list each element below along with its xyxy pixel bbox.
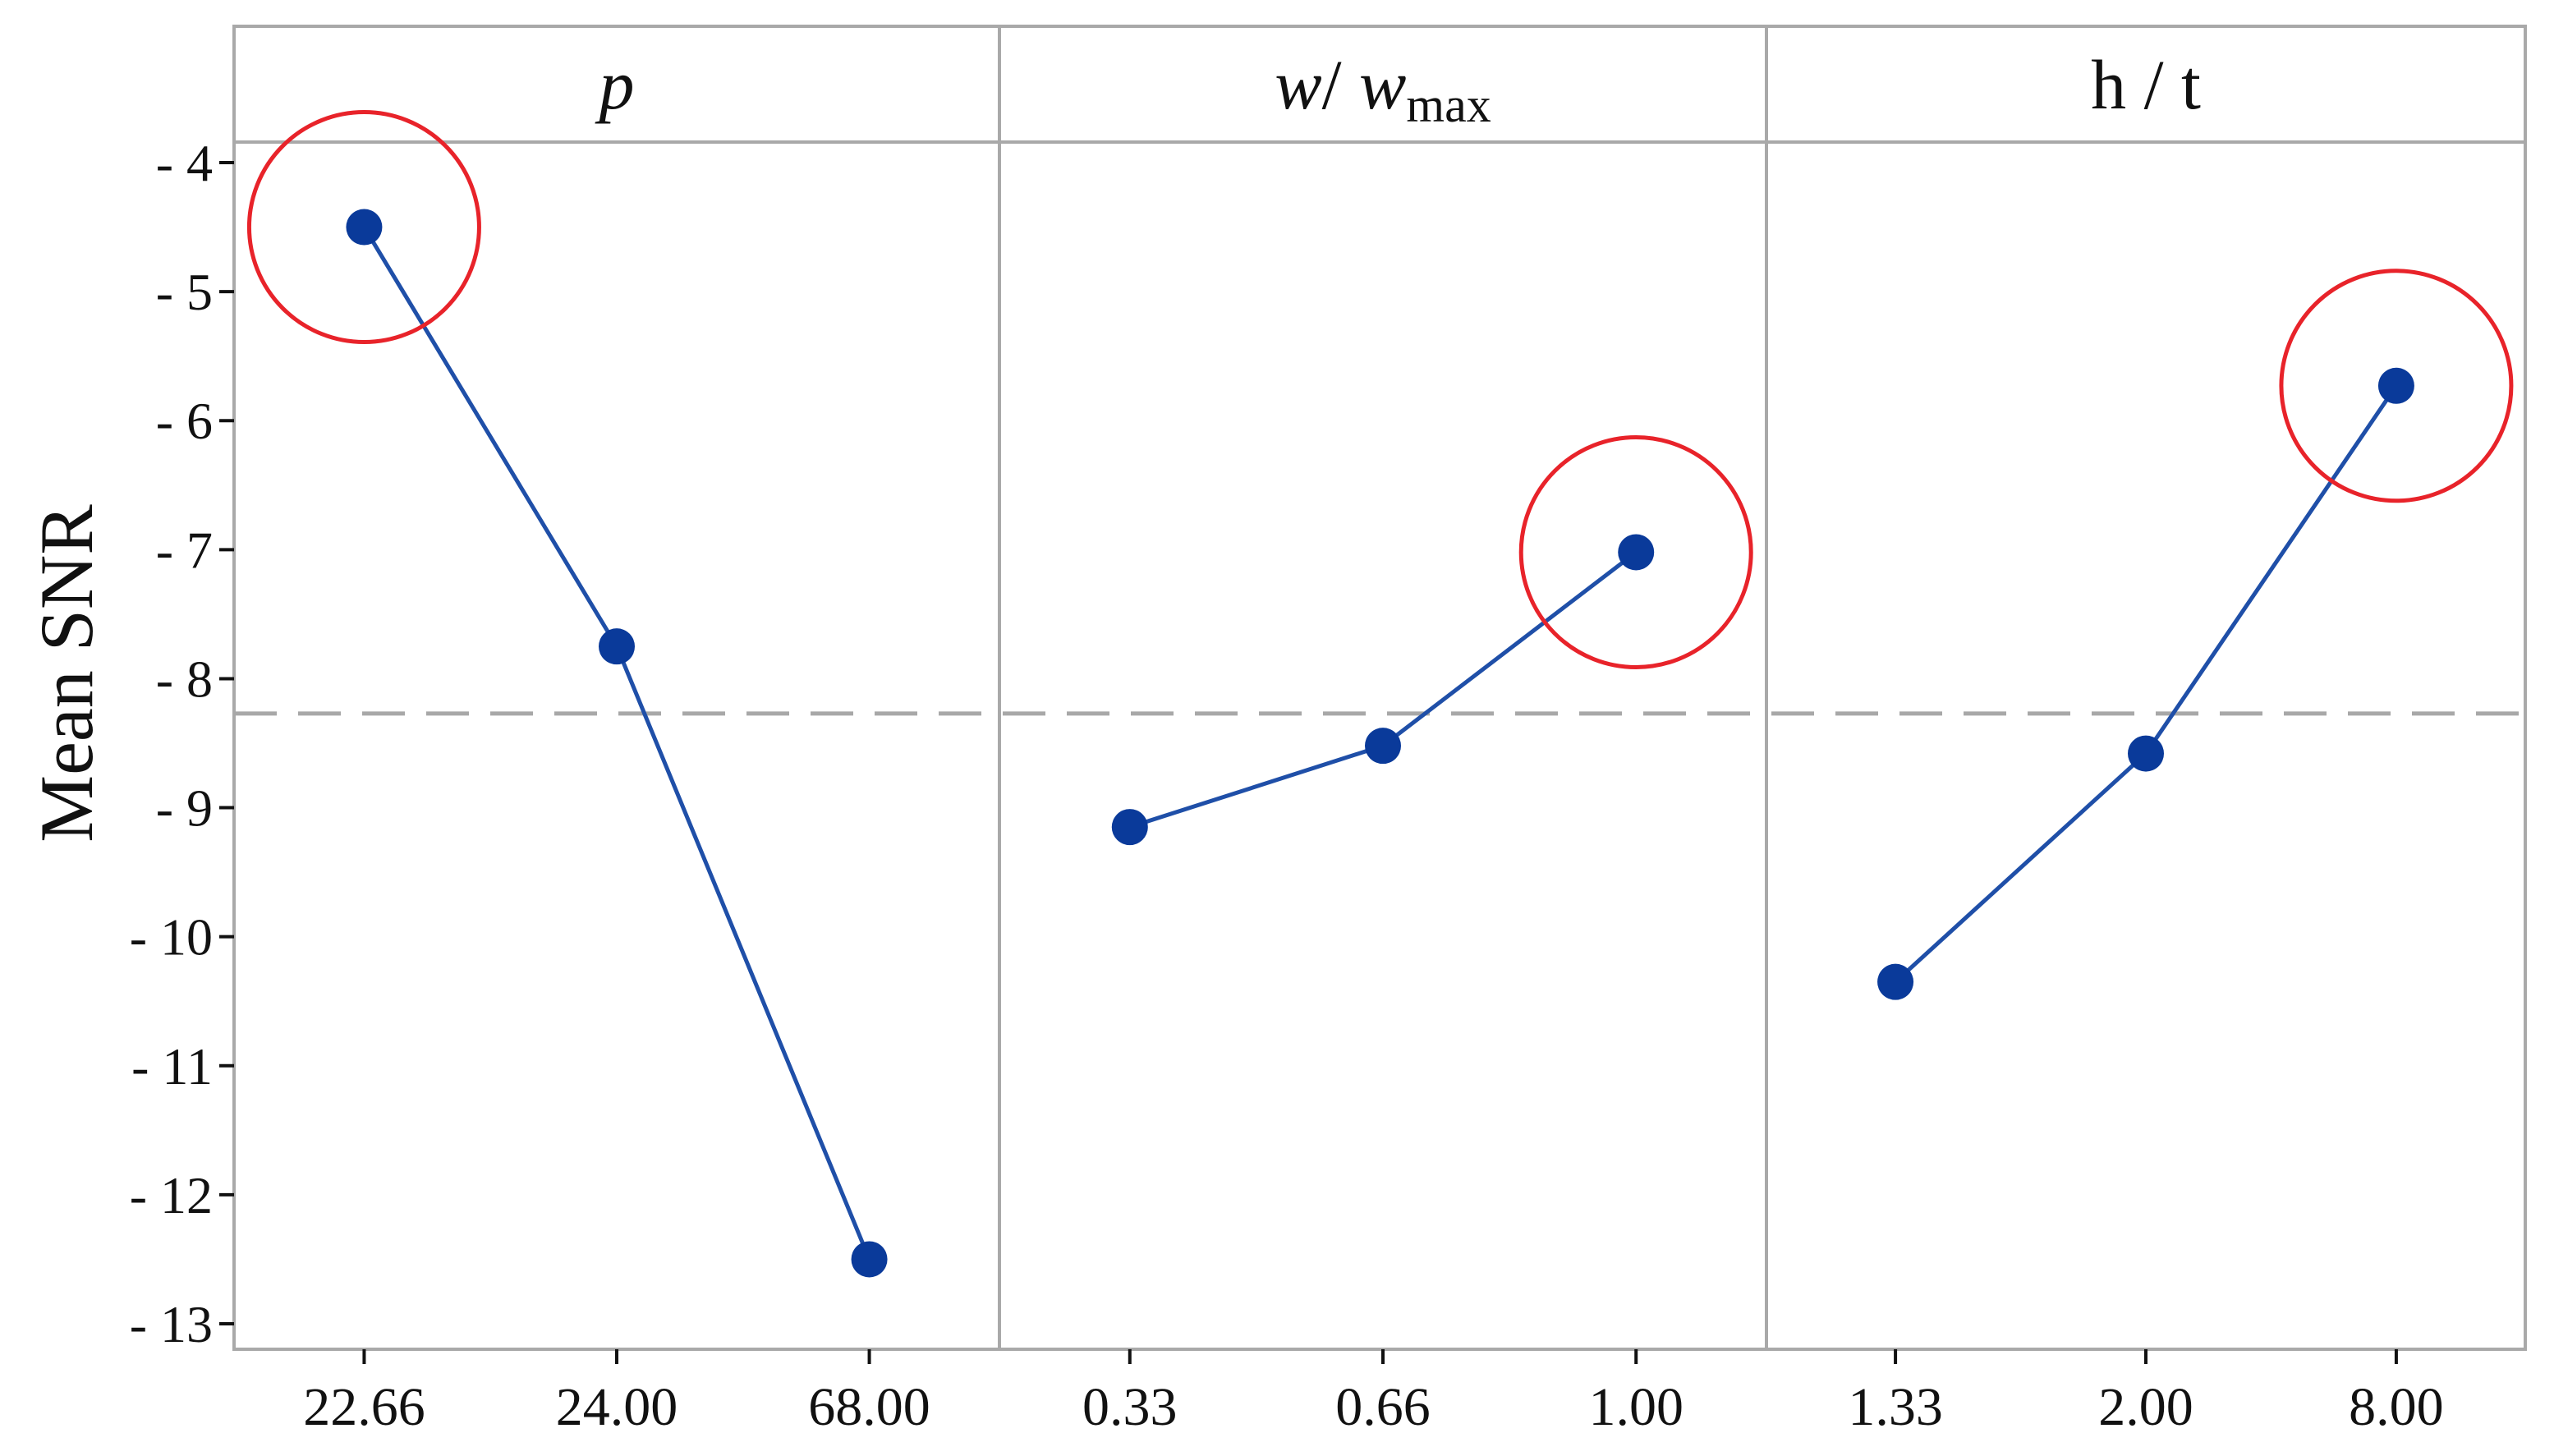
y-tick-label: - 8 (156, 650, 213, 708)
x-tick-label: 68.00 (808, 1377, 930, 1437)
data-point (599, 628, 635, 665)
series-line-2 (1129, 550, 1638, 829)
series-line-1 (362, 226, 871, 1261)
y-tick-label: - 4 (156, 134, 213, 192)
x-tick-label: 2.00 (2098, 1377, 2193, 1437)
panel-title-3: h / t (2091, 45, 2201, 124)
y-tick-label: - 13 (130, 1295, 213, 1353)
x-tick-label: 22.66 (303, 1377, 425, 1437)
y-tick-label: - 5 (156, 263, 213, 321)
data-point (851, 1241, 888, 1278)
panel-title-1: p (595, 45, 635, 124)
data-point (1111, 809, 1148, 846)
data-point (346, 209, 383, 246)
plot-frame (232, 25, 2527, 1351)
y-tick-label: - 11 (131, 1037, 213, 1095)
y-tick-label: - 6 (156, 392, 213, 450)
x-tick-label: 1.33 (1848, 1377, 1943, 1437)
x-tick-label: 0.33 (1082, 1377, 1178, 1437)
y-tick-label: - 9 (156, 779, 213, 838)
x-tick-label: 0.66 (1335, 1377, 1431, 1437)
data-point (2377, 367, 2414, 404)
data-point (1365, 728, 1401, 765)
x-tick-label: 24.00 (556, 1377, 678, 1437)
data-point (2128, 735, 2164, 772)
x-tick-label: 8.00 (2349, 1377, 2444, 1437)
highlight-circle-3 (2279, 269, 2514, 503)
y-tick-label: - 10 (130, 908, 213, 967)
x-tick-label: 1.00 (1588, 1377, 1684, 1437)
y-tick-label: - 12 (130, 1166, 213, 1224)
data-point (1618, 534, 1655, 571)
highlight-circle-2 (1518, 434, 1753, 669)
y-axis-label: Mean SNR (25, 504, 108, 843)
y-tick-label: - 7 (156, 521, 213, 579)
data-point (1877, 963, 1914, 1000)
panel-title-2: w/ wmax (1275, 45, 1491, 132)
highlight-circle-1 (246, 110, 481, 345)
